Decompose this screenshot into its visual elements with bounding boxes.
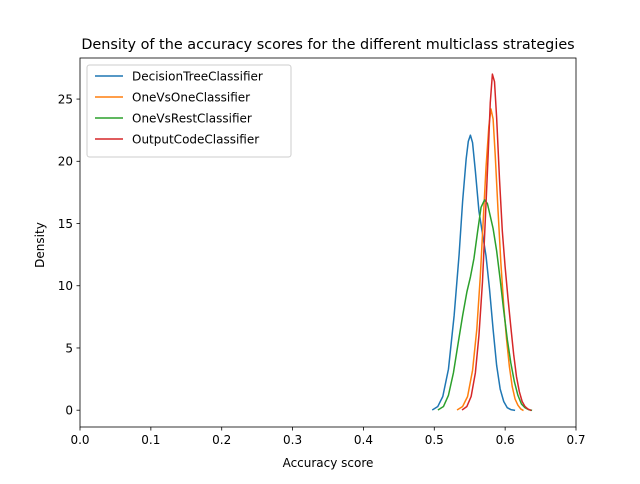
legend-box [86, 64, 292, 158]
series-line-3 [461, 73, 532, 412]
y-tick-label-5: 25 [58, 92, 73, 106]
x-tick-label-0: 0.0 [70, 433, 89, 447]
x-axis-label: Accuracy score [283, 456, 374, 470]
x-tick-label-1: 0.1 [141, 433, 160, 447]
legend-label-3: OutputCodeClassifier [132, 133, 259, 147]
x-tick-label-2: 0.2 [212, 433, 231, 447]
plot-frame [79, 57, 577, 428]
series-line-0 [431, 134, 516, 412]
y-tick-label-0: 0 [65, 403, 73, 417]
series-line-1 [456, 108, 524, 412]
y-tick-label-1: 5 [65, 341, 73, 355]
x-tick-label-4: 0.4 [354, 433, 373, 447]
legend: DecisionTreeClassifier OneVsOneClassifier… [86, 64, 292, 158]
y-tick-label-3: 15 [58, 217, 73, 231]
series-line-2 [437, 199, 533, 412]
legend-label-1: OneVsOneClassifier [132, 91, 250, 105]
x-tick-label-5: 0.5 [425, 433, 444, 447]
y-tick-label-2: 10 [58, 279, 73, 293]
legend-label-0: DecisionTreeClassifier [132, 70, 263, 84]
chart-title: Density of the accuracy scores for the d… [81, 37, 574, 53]
x-tick-label-6: 0.6 [496, 433, 515, 447]
y-axis-label: Density [33, 222, 47, 268]
y-tick-label-4: 20 [58, 155, 73, 169]
x-tick-label-7: 0.7 [566, 433, 585, 447]
x-tick-label-3: 0.3 [283, 433, 302, 447]
legend-label-2: OneVsRestClassifier [132, 112, 252, 126]
